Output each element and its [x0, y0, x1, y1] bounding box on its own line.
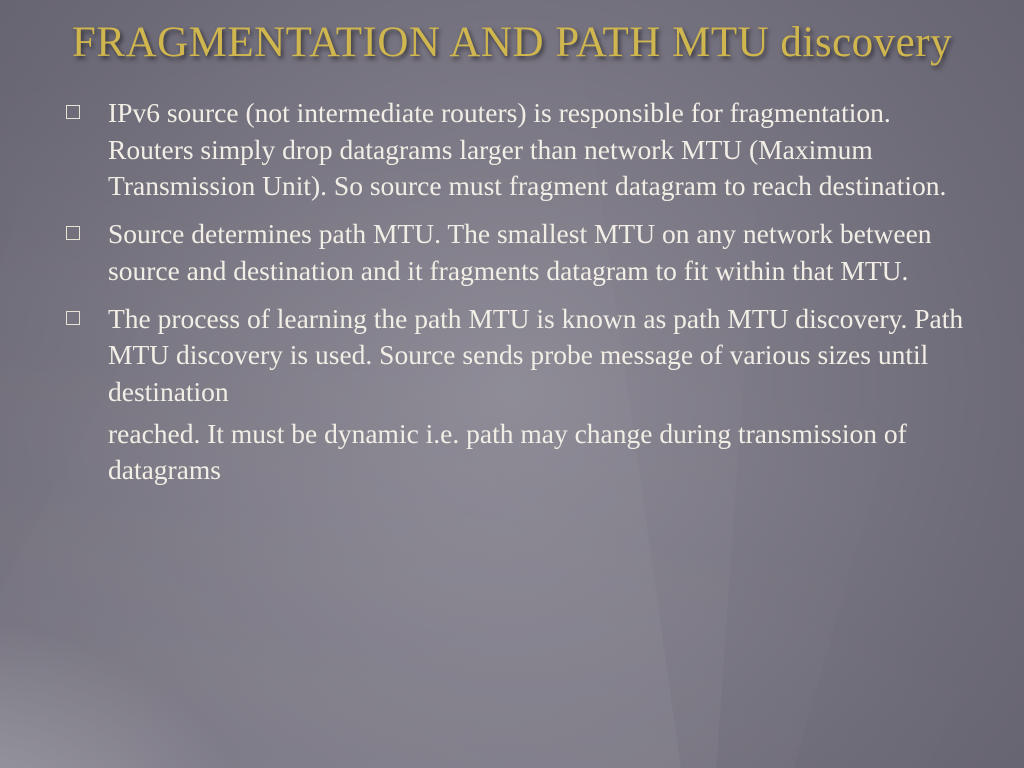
bullet-continuation: reached. It must be dynamic i.e. path ma… [48, 416, 976, 489]
square-bullet-icon [66, 226, 80, 240]
square-bullet-icon [66, 311, 80, 325]
slide-title: FRAGMENTATION AND PATH MTU discovery [48, 18, 976, 67]
bullet-item: IPv6 source (not intermediate routers) i… [60, 95, 976, 204]
slide-content: FRAGMENTATION AND PATH MTU discovery IPv… [0, 0, 1024, 768]
bullet-item: Source determines path MTU. The smallest… [60, 216, 976, 289]
bullet-text: Source determines path MTU. The smallest… [108, 218, 932, 285]
square-bullet-icon [66, 105, 80, 119]
bullet-text: The process of learning the path MTU is … [108, 303, 963, 407]
bullet-list: IPv6 source (not intermediate routers) i… [48, 95, 976, 409]
bullet-text: IPv6 source (not intermediate routers) i… [108, 97, 946, 201]
bullet-item: The process of learning the path MTU is … [60, 301, 976, 410]
